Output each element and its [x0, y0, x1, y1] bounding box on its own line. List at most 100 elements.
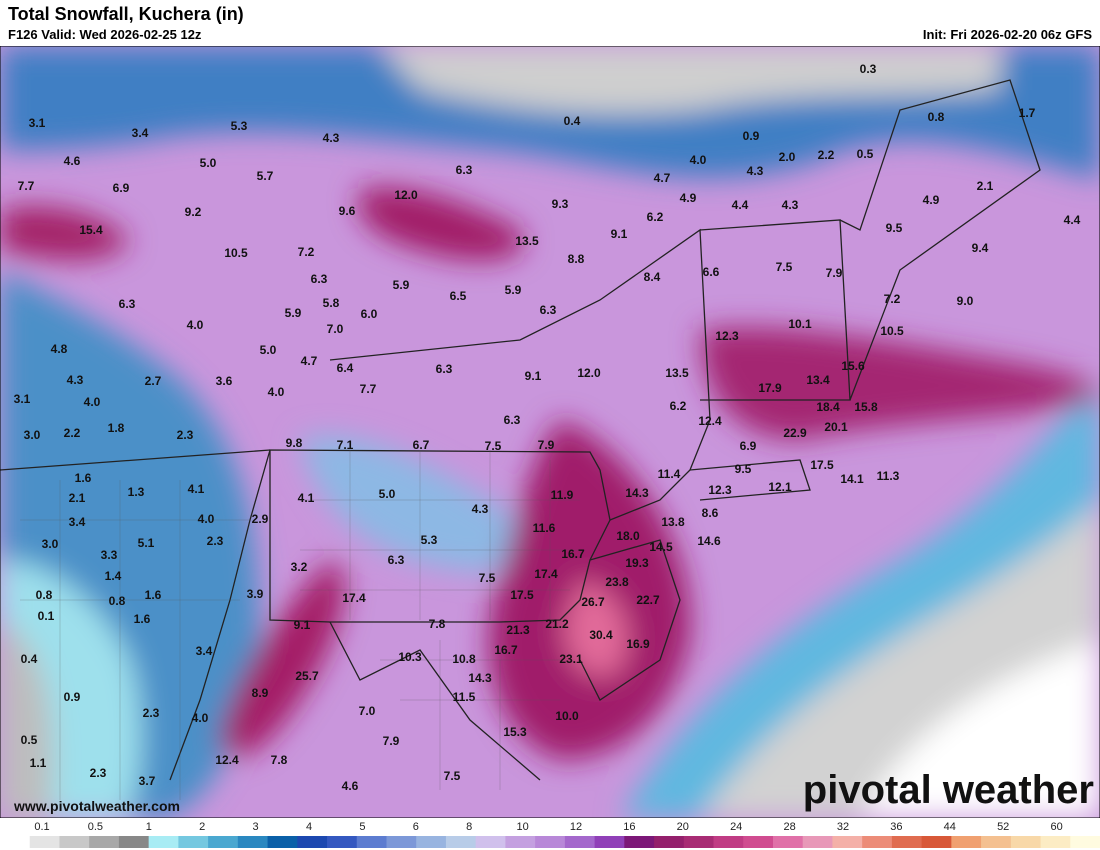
legend-swatch — [208, 836, 239, 848]
spot-value: 12.3 — [715, 329, 739, 343]
spot-value: 4.9 — [923, 193, 940, 207]
spot-value: 23.1 — [559, 652, 583, 666]
legend-swatch — [118, 836, 150, 848]
spot-value: 2.0 — [779, 150, 796, 164]
spot-value: 3.0 — [24, 428, 41, 442]
spot-value: 16.7 — [561, 547, 585, 561]
legend-label: 16 — [623, 821, 635, 833]
legend-swatch — [178, 836, 209, 848]
spot-value: 9.8 — [286, 436, 303, 450]
legend-swatch — [951, 836, 982, 848]
spot-value: 12.4 — [698, 414, 722, 428]
spot-value: 16.7 — [494, 643, 518, 657]
spot-value: 2.1 — [69, 491, 86, 505]
legend-label: 32 — [837, 821, 849, 833]
legend-swatch — [832, 836, 863, 848]
spot-value: 14.1 — [840, 472, 864, 486]
spot-value: 19.3 — [625, 556, 649, 570]
spot-value: 7.0 — [359, 704, 376, 718]
legend-swatch — [862, 836, 893, 848]
spot-value: 4.6 — [342, 779, 359, 793]
spot-value: 4.9 — [680, 191, 697, 205]
spot-value: 0.5 — [21, 733, 38, 747]
legend-label: 1 — [146, 821, 152, 833]
spot-value: 13.8 — [661, 515, 685, 529]
legend-swatch — [505, 836, 536, 848]
spot-value: 2.3 — [207, 534, 224, 548]
legend-swatch — [0, 836, 31, 848]
legend-swatch — [981, 836, 1012, 848]
spot-value: 1.3 — [128, 485, 145, 499]
spot-value: 6.3 — [436, 362, 453, 376]
spot-value: 5.9 — [505, 283, 522, 297]
spot-value: 6.3 — [388, 553, 405, 567]
legend-label: 8 — [466, 821, 472, 833]
spot-value: 15.4 — [79, 223, 103, 237]
spot-value: 14.3 — [625, 486, 649, 500]
spot-value: 9.6 — [339, 204, 356, 218]
website: www.pivotalweather.com — [13, 798, 180, 814]
legend-swatch — [713, 836, 744, 848]
legend-swatch — [802, 836, 833, 848]
spot-value: 1.6 — [134, 612, 151, 626]
spot-value: 6.3 — [119, 297, 136, 311]
spot-value: 1.8 — [108, 421, 125, 435]
spot-value: 3.4 — [196, 644, 213, 658]
spot-value: 9.2 — [185, 205, 202, 219]
spot-value: 17.5 — [810, 458, 834, 472]
spot-value: 3.2 — [291, 560, 308, 574]
spot-value: 4.4 — [1064, 213, 1081, 227]
spot-value: 21.2 — [545, 617, 569, 631]
legend-swatch — [535, 836, 566, 848]
spot-value: 0.3 — [860, 62, 877, 76]
spot-value: 0.4 — [564, 114, 581, 128]
spot-value: 11.5 — [453, 690, 476, 704]
spot-value: 26.7 — [581, 595, 605, 609]
spot-value: 4.3 — [323, 131, 340, 145]
spot-value: 15.6 — [841, 359, 865, 373]
spot-value: 8.4 — [644, 270, 661, 284]
spot-value: 9.1 — [525, 369, 542, 383]
spot-value: 4.4 — [732, 198, 749, 212]
spot-value: 5.9 — [393, 278, 410, 292]
spot-value: 4.8 — [51, 342, 68, 356]
spot-value: 5.7 — [257, 169, 274, 183]
spot-value: 9.1 — [294, 618, 311, 632]
spot-value: 13.5 — [515, 234, 539, 248]
spot-value: 2.3 — [90, 766, 107, 780]
spot-value: 7.2 — [298, 245, 315, 259]
valid-time: F126 Valid: Wed 2026-02-25 12z — [8, 27, 202, 42]
spot-value: 10.5 — [224, 246, 248, 260]
spot-value: 2.2 — [818, 148, 835, 162]
spot-value: 22.7 — [636, 593, 660, 607]
spot-value: 6.6 — [703, 265, 720, 279]
spot-value: 7.5 — [444, 769, 461, 783]
spot-value: 7.8 — [271, 753, 288, 767]
spot-value: 4.1 — [298, 491, 315, 505]
spot-value: 5.0 — [200, 156, 217, 170]
spot-value: 3.1 — [14, 392, 31, 406]
legend-label: 20 — [677, 821, 689, 833]
spot-value: 2.2 — [64, 426, 81, 440]
spot-value: 7.8 — [429, 617, 446, 631]
spot-value: 2.3 — [143, 706, 160, 720]
legend-swatch — [475, 836, 506, 848]
spot-value: 10.8 — [452, 652, 476, 666]
spot-value: 6.3 — [456, 163, 473, 177]
legend-swatch — [356, 836, 387, 848]
legend-label: 2 — [199, 821, 205, 833]
legend-label: 0.5 — [88, 821, 103, 833]
spot-value: 14.3 — [468, 671, 492, 685]
spot-value: 1.7 — [1019, 106, 1036, 120]
spot-value: 0.1 — [38, 609, 55, 623]
legend-swatch — [29, 836, 60, 848]
spot-value: 11.4 — [658, 467, 681, 481]
spot-value: 4.0 — [690, 153, 707, 167]
spot-value: 17.9 — [758, 381, 782, 395]
legend-label: 36 — [890, 821, 902, 833]
legend-swatch — [891, 836, 923, 848]
legend-swatch — [237, 836, 269, 848]
spot-value: 5.8 — [323, 296, 340, 310]
spot-value: 7.5 — [485, 439, 502, 453]
spot-value: 0.8 — [928, 110, 945, 124]
